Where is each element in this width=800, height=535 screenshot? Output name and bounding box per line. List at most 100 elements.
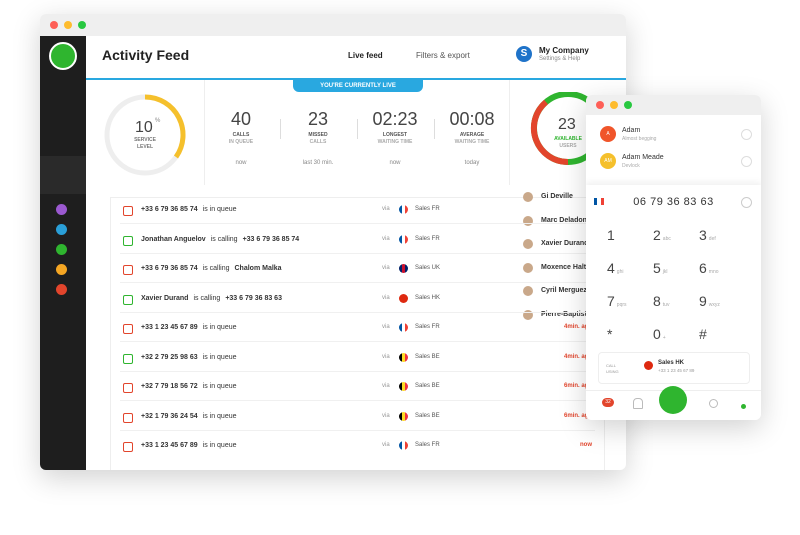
dial-button[interactable] xyxy=(659,386,687,414)
key[interactable]: 6 mno xyxy=(699,260,735,276)
feed-from: Xavier Durand xyxy=(141,294,189,302)
time: 6min. ago xyxy=(563,412,592,419)
via: via xyxy=(382,206,390,212)
stat-value: 40 xyxy=(230,109,252,129)
divider xyxy=(357,119,358,139)
feed-from: +33 1 23 45 67 89 xyxy=(141,324,198,331)
title-bar xyxy=(40,14,626,36)
call-from-box[interactable] xyxy=(598,352,750,384)
feed-text[interactable]: +32 2 79 25 98 63 is in queue xyxy=(141,354,242,361)
stat-label: MISSED xyxy=(308,132,328,138)
company-sub: Settings & Help xyxy=(539,56,581,62)
via: via xyxy=(382,442,390,448)
dial-number: 06 79 36 83 63 xyxy=(633,196,714,208)
contact-action xyxy=(741,156,752,167)
service-value: 10 xyxy=(135,119,153,136)
time: 4min. ago xyxy=(563,353,592,360)
line-name: Sales BE xyxy=(415,353,440,360)
key[interactable]: 8 tuv xyxy=(653,293,689,309)
user-name[interactable]: Gi Deville xyxy=(541,193,573,200)
user-name[interactable]: Xavier Durand xyxy=(541,240,589,247)
key-letters: mno xyxy=(708,269,719,275)
feed-text[interactable]: +32 7 79 18 56 72 is in queue xyxy=(141,383,242,390)
feed-text[interactable]: +33 6 79 36 85 74 is in queue xyxy=(141,206,242,213)
nav-item[interactable]: Filters & export xyxy=(416,51,470,60)
call-button[interactable] xyxy=(49,42,77,70)
key[interactable]: 1 xyxy=(607,227,643,243)
user-avatar xyxy=(523,239,533,249)
feed-from: +32 2 79 25 98 63 xyxy=(141,353,198,361)
feed-text[interactable]: +33 6 79 36 85 74 is calling Chalom Malka xyxy=(141,265,287,272)
call-from-label: CALL USING xyxy=(606,363,619,374)
key-letters: def xyxy=(708,236,716,242)
flag xyxy=(399,352,408,362)
user-name[interactable]: Pierre-Baptist xyxy=(541,310,587,318)
feed-text[interactable]: +33 1 23 45 67 89 is in queue xyxy=(141,324,242,331)
via: via xyxy=(382,265,390,271)
via: via xyxy=(382,235,390,242)
key-letters: ghi xyxy=(616,269,624,275)
key-digit: 9 xyxy=(699,293,707,309)
feed-action: is in queue xyxy=(202,383,237,390)
contact-name[interactable]: Adam xyxy=(622,127,641,134)
key[interactable]: 2 abc xyxy=(653,227,689,243)
key[interactable]: 9 wxyz xyxy=(699,293,735,309)
via: via xyxy=(382,412,390,419)
via: via xyxy=(382,383,390,389)
divider xyxy=(434,119,435,139)
call-from-number: +33 1 23 45 67 89 xyxy=(658,368,695,373)
feed-action: is in queue xyxy=(202,324,237,331)
stat-label: IN QUEUE xyxy=(228,139,254,145)
call-icon xyxy=(123,412,133,423)
flag xyxy=(399,205,408,214)
key[interactable]: * xyxy=(607,326,643,342)
row-divider xyxy=(120,370,595,372)
key-letters: tuv xyxy=(662,302,670,308)
feed-text[interactable]: Xavier Durand is calling +33 6 79 36 83 63 xyxy=(141,295,287,302)
company-avatar: S xyxy=(516,46,532,62)
company-name[interactable]: My Company xyxy=(539,46,589,55)
live-line xyxy=(86,78,626,80)
key[interactable]: 0 + xyxy=(653,326,689,342)
flag xyxy=(399,234,408,244)
contact-sub: Almost begging xyxy=(622,136,657,142)
users-label: AVAILABLE xyxy=(554,136,582,142)
key[interactable]: 7 pqrs xyxy=(607,293,643,309)
flag xyxy=(399,441,408,450)
feed-from: +33 6 79 36 85 74 xyxy=(141,206,198,213)
call-from-line: Sales HK xyxy=(658,360,685,366)
stat-value: 23 xyxy=(307,109,329,129)
feed-text[interactable]: +32 1 79 36 24 54 is in queue xyxy=(141,413,242,420)
dialer-window: A Adam Almost begging AM Adam Meade Devlock 06… xyxy=(586,95,761,420)
clear xyxy=(741,197,752,208)
contact-name[interactable]: Adam Meade xyxy=(622,154,664,161)
key[interactable]: # xyxy=(699,326,735,342)
user-name[interactable]: Moxence Haltr xyxy=(541,263,589,271)
feed-to: +33 6 79 36 85 74 xyxy=(242,235,300,243)
key[interactable]: 5 jkl xyxy=(653,260,689,276)
key[interactable]: 4 ghi xyxy=(607,260,643,276)
line-name: Sales FR xyxy=(415,206,440,212)
time: 6min. ago xyxy=(563,383,592,389)
call-icon xyxy=(123,324,133,334)
active-tab[interactable] xyxy=(40,156,86,194)
user-name[interactable]: Cyril Merguez xyxy=(541,287,587,294)
badge: 32 xyxy=(602,398,614,407)
feed-action: is calling xyxy=(193,294,221,302)
feed-text[interactable]: +33 1 23 45 67 89 is in queue xyxy=(141,442,242,449)
flag xyxy=(399,382,408,391)
contact-avatar: AM xyxy=(600,153,616,169)
key[interactable]: 3 def xyxy=(699,227,735,243)
feed-action: is calling xyxy=(202,265,230,272)
call-icon xyxy=(123,383,133,393)
call-icon xyxy=(123,206,133,216)
stat-value: 00:08 xyxy=(449,109,495,129)
live-banner: YOU'RE CURRENTLY LIVE xyxy=(293,80,423,92)
user-name[interactable]: Marc Deladone xyxy=(541,216,591,224)
service-gauge xyxy=(104,94,186,176)
row-divider xyxy=(120,311,595,313)
nav-item[interactable]: Live feed xyxy=(348,51,383,60)
feed-text[interactable]: Jonathan Anguelov is calling +33 6 79 36 8… xyxy=(141,236,304,243)
feed-from: +32 1 79 36 24 54 xyxy=(141,412,198,420)
